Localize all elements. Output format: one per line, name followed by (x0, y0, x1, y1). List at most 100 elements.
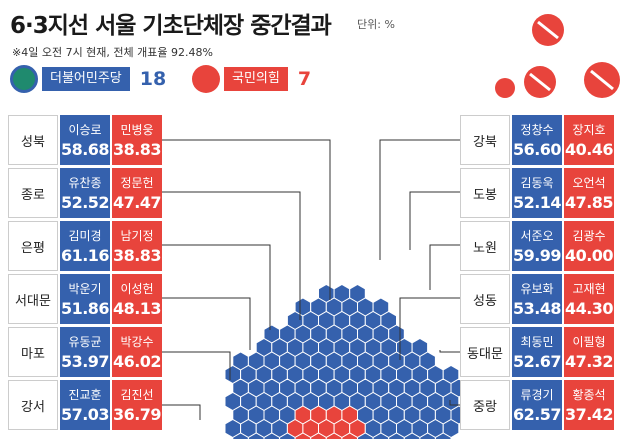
candidate-name: 진교훈 (68, 388, 102, 402)
candidate-name: 황종석 (572, 388, 606, 402)
candidate-cell: 남기정 38.83 (112, 221, 162, 271)
leader-line (399, 297, 468, 360)
candidate-cell: 장지호 40.46 (564, 115, 614, 165)
candidate-name: 오언석 (572, 176, 606, 190)
candidate-score: 52.14 (512, 193, 562, 212)
candidate-name: 김진선 (120, 388, 154, 402)
candidate-cell: 이성헌 48.13 (112, 274, 162, 324)
candidate-name: 이성헌 (120, 282, 154, 296)
candidate-name: 유동균 (68, 335, 102, 349)
candidate-score: 59.99 (512, 246, 562, 265)
candidate-cell: 정문헌 47.47 (112, 168, 162, 218)
hex-cell (434, 432, 452, 439)
candidate-cell: 이필형 47.32 (564, 327, 614, 377)
district-row: 도봉 김동욱 52.14 오언석 47.85 (460, 168, 614, 218)
district-row: 노원 서준오 59.99 김광수 40.00 (460, 221, 614, 271)
candidate-score: 44.30 (564, 299, 614, 318)
candidate-name: 김미경 (68, 229, 102, 243)
candidate-name: 최동민 (520, 335, 554, 349)
district-name: 노원 (460, 221, 510, 271)
legend-item: 더불어민주당 18 (10, 64, 166, 94)
candidate-score: 57.03 (60, 405, 110, 424)
candidate-score: 61.16 (60, 246, 110, 265)
candidate-score: 52.52 (60, 193, 110, 212)
candidate-score: 51.86 (60, 299, 110, 318)
district-name: 성북 (8, 115, 58, 165)
candidate-score: 38.83 (112, 246, 162, 265)
candidate-cell: 김동욱 52.14 (512, 168, 562, 218)
district-row: 강서 진교훈 57.03 김진선 36.79 (8, 380, 162, 430)
note: ※4일 오전 7시 현재, 전체 개표율 92.48% (12, 46, 213, 59)
unit: 단위: % (357, 18, 395, 31)
candidate-score: 52.67 (512, 352, 562, 371)
candidate-cell: 박운기 51.86 (60, 274, 110, 324)
candidate-name: 박운기 (68, 282, 102, 296)
district-row: 은평 김미경 61.16 남기정 38.83 (8, 221, 162, 271)
leader-line (160, 351, 231, 380)
district-name: 종로 (8, 168, 58, 218)
leader-line (439, 350, 468, 353)
district-name: 동대문 (460, 327, 510, 377)
candidate-score: 53.97 (60, 352, 110, 371)
candidate-score: 40.00 (564, 246, 614, 265)
district-row: 중랑 류경기 62.57 황종석 37.42 (460, 380, 614, 430)
candidate-name: 장지호 (572, 123, 606, 137)
candidate-cell: 류경기 62.57 (512, 380, 562, 430)
candidate-cell: 김광수 40.00 (564, 221, 614, 271)
candidate-name: 김동욱 (520, 176, 554, 190)
candidate-cell: 유찬종 52.52 (60, 168, 110, 218)
district-row: 종로 유찬종 52.52 정문헌 47.47 (8, 168, 162, 218)
candidate-score: 58.68 (60, 140, 110, 159)
party-icon (10, 65, 38, 93)
candidate-name: 류경기 (520, 388, 554, 402)
candidate-name: 김광수 (572, 229, 606, 243)
candidate-name: 유찬종 (68, 176, 102, 190)
candidate-cell: 서준오 59.99 (512, 221, 562, 271)
candidate-score: 47.32 (564, 352, 614, 371)
candidate-score: 46.02 (112, 352, 162, 371)
candidate-score: 48.13 (112, 299, 162, 318)
candidate-cell: 유보화 53.48 (512, 274, 562, 324)
leader-line (160, 191, 301, 320)
candidate-cell: 진교훈 57.03 (60, 380, 110, 430)
candidate-score: 40.46 (564, 140, 614, 159)
leader-line (160, 404, 201, 420)
leader-line (409, 191, 468, 250)
candidate-name: 서준오 (520, 229, 554, 243)
leader-line (160, 297, 251, 350)
district-name: 중랑 (460, 380, 510, 430)
seat-count: 7 (297, 68, 312, 90)
candidate-name: 정창수 (520, 123, 554, 137)
candidate-cell: 오언석 47.85 (564, 168, 614, 218)
candidate-name: 박강수 (120, 335, 154, 349)
district-row: 성동 유보화 53.48 고재현 44.30 (460, 274, 614, 324)
stamps (495, 14, 620, 98)
candidate-name: 남기정 (120, 229, 154, 243)
candidate-cell: 황종석 37.42 (564, 380, 614, 430)
title: 6·3지선 서울 기초단체장 중간결과 (10, 13, 332, 39)
leader-line (160, 139, 331, 300)
candidate-cell: 정창수 56.60 (512, 115, 562, 165)
candidate-name: 민병웅 (120, 123, 154, 137)
party-name: 더불어민주당 (42, 67, 130, 91)
candidate-cell: 이승로 58.68 (60, 115, 110, 165)
party-name: 국민의힘 (224, 67, 288, 91)
candidate-cell: 최동민 52.67 (512, 327, 562, 377)
party-icon (192, 65, 220, 93)
district-name: 강북 (460, 115, 510, 165)
leader-line (379, 139, 468, 260)
candidate-score: 47.85 (564, 193, 614, 212)
district-row: 마포 유동균 53.97 박강수 46.02 (8, 327, 162, 377)
district-name: 강서 (8, 380, 58, 430)
candidate-score: 62.57 (512, 405, 562, 424)
seat-count: 18 (139, 68, 167, 90)
candidate-score: 38.83 (112, 140, 162, 159)
candidate-cell: 김미경 61.16 (60, 221, 110, 271)
candidate-score: 53.48 (512, 299, 562, 318)
leader-line (429, 244, 468, 290)
district-row: 서대문 박운기 51.86 이성헌 48.13 (8, 274, 162, 324)
district-row: 강북 정창수 56.60 장지호 40.46 (460, 115, 614, 165)
leader-line (160, 244, 271, 330)
candidate-score: 47.47 (112, 193, 162, 212)
candidate-name: 유보화 (520, 282, 554, 296)
